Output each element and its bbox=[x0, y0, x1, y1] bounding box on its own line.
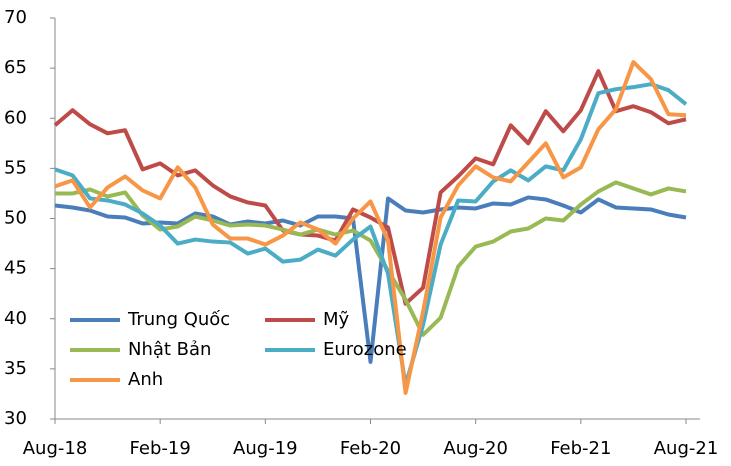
legend-label: Mỹ bbox=[323, 309, 350, 330]
y-tick-label: 45 bbox=[4, 258, 27, 279]
series-line bbox=[53, 69, 687, 306]
y-tick-label: 40 bbox=[4, 308, 27, 329]
x-tick-label: Feb-21 bbox=[550, 438, 611, 459]
series-line bbox=[54, 82, 688, 387]
y-tick-label: 60 bbox=[4, 107, 27, 128]
x-tick-label: Aug-20 bbox=[443, 438, 508, 459]
legend-label: Anh bbox=[128, 369, 163, 390]
legend-label: Eurozone bbox=[323, 339, 407, 360]
y-tick-label: 55 bbox=[4, 157, 27, 178]
legend-label: Nhật Bản bbox=[128, 339, 211, 360]
x-tick-label: Aug-19 bbox=[233, 438, 298, 459]
y-tick-label: 50 bbox=[4, 208, 27, 229]
x-tick-label: Feb-20 bbox=[340, 438, 401, 459]
y-tick-label: 65 bbox=[4, 57, 27, 78]
y-tick-label: 35 bbox=[4, 358, 27, 379]
x-tick-label: Feb-19 bbox=[130, 438, 191, 459]
legend-label: Trung Quốc bbox=[127, 309, 230, 330]
series-line bbox=[54, 195, 687, 364]
series-line bbox=[55, 180, 687, 337]
series-line bbox=[54, 60, 687, 395]
y-tick-label: 70 bbox=[4, 7, 27, 28]
y-tick-label: 30 bbox=[4, 408, 27, 429]
x-tick-label: Aug-18 bbox=[23, 438, 88, 459]
x-tick-label: Aug-21 bbox=[654, 438, 719, 459]
